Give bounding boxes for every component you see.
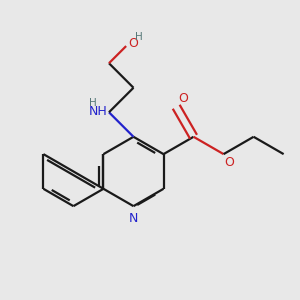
Text: O: O (178, 92, 188, 105)
Text: O: O (128, 37, 138, 50)
Text: H: H (135, 32, 143, 42)
Text: H: H (88, 98, 96, 108)
Text: N: N (129, 212, 138, 225)
Text: O: O (224, 156, 234, 169)
Text: NH: NH (88, 105, 107, 118)
